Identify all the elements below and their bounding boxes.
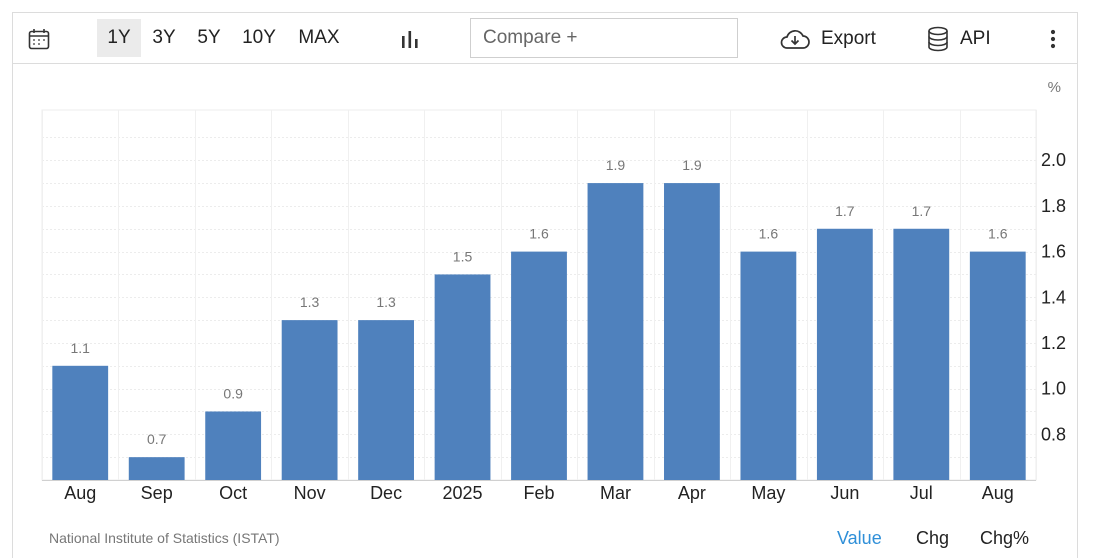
api-button[interactable]: API	[927, 23, 991, 55]
chart-toolbar: 1Y 3Y 5Y 10Y MAX Compare + Export	[12, 12, 1078, 64]
y-tick-label: 1.2	[1041, 333, 1066, 353]
range-3y-button[interactable]: 3Y	[152, 27, 176, 48]
bar[interactable]	[664, 183, 720, 480]
bar-value-label: 1.5	[453, 248, 473, 264]
export-button[interactable]: Export	[779, 23, 876, 55]
bar-value-label: 1.9	[606, 157, 626, 173]
source-attribution: National Institute of Statistics (ISTAT)	[49, 530, 280, 546]
range-5y-button[interactable]: 5Y	[197, 27, 221, 48]
bar-chart-icon[interactable]	[397, 26, 423, 52]
bar-value-label: 0.7	[147, 431, 167, 447]
bar-value-label: 1.6	[759, 226, 779, 242]
tab-value[interactable]: Value	[837, 528, 882, 548]
bar-value-label: 1.6	[529, 226, 549, 242]
y-tick-label: 1.4	[1041, 287, 1066, 307]
y-tick-label: 1.6	[1041, 242, 1066, 262]
bar-value-label: 1.1	[70, 340, 90, 356]
bar-value-label: 1.3	[300, 294, 320, 310]
cloud-download-icon	[779, 28, 811, 50]
x-tick-label: Mar	[600, 483, 631, 503]
y-axis-unit: %	[1048, 79, 1061, 96]
bar[interactable]	[893, 228, 950, 480]
x-tick-label: Feb	[523, 483, 554, 503]
compare-input[interactable]: Compare +	[470, 18, 738, 58]
x-tick-label: Aug	[982, 483, 1014, 503]
bar[interactable]	[969, 251, 1026, 480]
y-tick-label: 2.0	[1041, 150, 1066, 170]
bar-value-label: 1.9	[682, 157, 702, 173]
bar[interactable]	[281, 320, 338, 480]
bar[interactable]	[511, 251, 567, 480]
bar-value-label: 1.6	[988, 226, 1008, 242]
x-tick-label: Nov	[294, 483, 326, 503]
bar[interactable]	[358, 320, 414, 480]
bar[interactable]	[434, 274, 491, 480]
x-tick-label: Jun	[830, 483, 859, 503]
tab-chg-percent[interactable]: Chg%	[980, 528, 1030, 548]
x-tick-label: Sep	[141, 483, 173, 503]
range-1y-button[interactable]: 1Y	[97, 19, 141, 57]
bar[interactable]	[740, 251, 797, 480]
x-tick-label: Apr	[678, 483, 706, 503]
x-tick-label: 2025	[443, 483, 483, 503]
bar[interactable]	[816, 228, 873, 480]
bar[interactable]	[587, 183, 644, 480]
y-tick-label: 1.8	[1041, 196, 1066, 216]
y-tick-label: 1.0	[1041, 379, 1066, 399]
database-icon	[927, 26, 949, 52]
bar[interactable]	[128, 457, 185, 480]
x-tick-label: May	[751, 483, 785, 503]
tab-chg[interactable]: Chg	[916, 528, 950, 548]
bar-value-label: 0.9	[223, 385, 243, 401]
x-tick-label: Aug	[64, 483, 96, 503]
bar-value-label: 1.3	[376, 294, 396, 310]
bar-value-label: 1.7	[835, 203, 855, 219]
x-tick-label: Oct	[219, 483, 247, 503]
export-label: Export	[821, 28, 876, 49]
bar-value-label: 1.7	[912, 203, 932, 219]
bar[interactable]	[52, 365, 109, 480]
range-max-button[interactable]: MAX	[298, 27, 340, 48]
api-label: API	[960, 28, 991, 49]
more-vertical-icon[interactable]	[1043, 27, 1063, 51]
calendar-icon[interactable]	[25, 25, 53, 53]
bar[interactable]	[205, 411, 262, 480]
x-tick-label: Dec	[370, 483, 402, 503]
x-tick-label: Jul	[910, 483, 933, 503]
range-10y-button[interactable]: 10Y	[242, 27, 276, 48]
y-tick-label: 0.8	[1041, 424, 1066, 444]
